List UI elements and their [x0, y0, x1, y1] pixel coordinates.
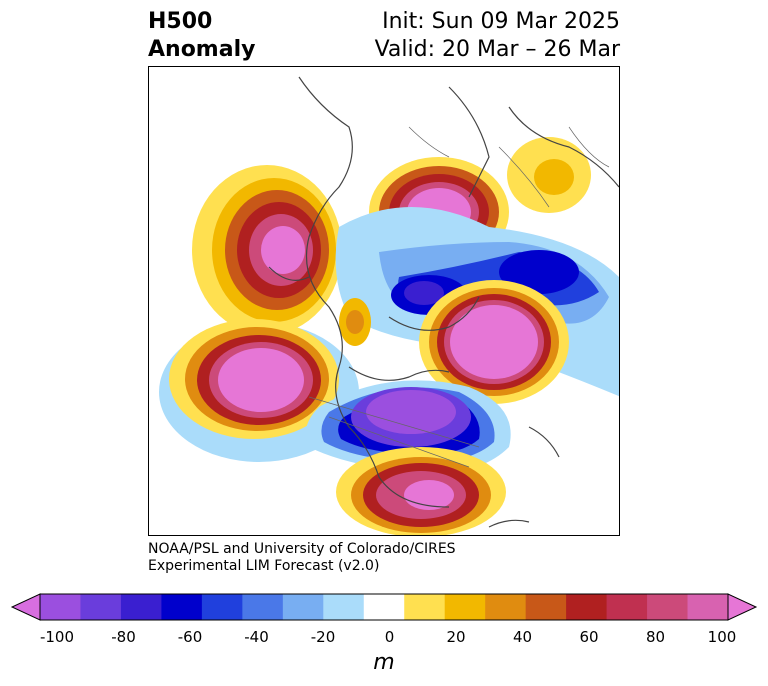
political-borders — [308, 126, 610, 468]
colorbar-tick-label: -40 — [244, 628, 269, 646]
map-svg — [159, 76, 619, 535]
coastlines — [268, 76, 619, 528]
credit-line-1: NOAA/PSL and University of Colorado/CIRE… — [148, 541, 456, 557]
anomaly-high-caribbean — [336, 447, 506, 535]
colorbar-bin — [647, 594, 689, 620]
colorbar-bin — [363, 594, 405, 620]
colorbar-tick-label: 60 — [579, 628, 599, 646]
colorbar-tick-label: 0 — [384, 628, 395, 646]
colorbar-bin — [242, 594, 284, 620]
colorbar-tick-label: 40 — [512, 628, 533, 646]
anomaly-high-small-center — [339, 298, 371, 346]
colorbar-bin — [525, 594, 567, 620]
colorbar-unit: m — [373, 650, 395, 675]
title-line-1: H500 — [148, 9, 213, 34]
colorbar-bin — [444, 594, 486, 620]
forecast-dates: Init: Sun 09 Mar 2025 Valid: 20 Mar – 26… — [375, 8, 620, 64]
credit-line-2: Experimental LIM Forecast (v2.0) — [148, 558, 380, 574]
anomaly-high-pacific-nw — [192, 165, 342, 335]
colorbar-bin — [282, 594, 324, 620]
colorbar-tick-label: 100 — [707, 628, 737, 646]
colorbar-tick-label: -60 — [177, 628, 203, 646]
init-date: Init: Sun 09 Mar 2025 — [382, 9, 620, 34]
colorbar-tick-label: -100 — [39, 628, 75, 646]
colorbar-under-arrow — [10, 593, 41, 621]
colorbar-tick-label: -20 — [310, 628, 336, 646]
colorbar — [10, 593, 758, 621]
colorbar-bin — [323, 594, 365, 620]
credit-text: NOAA/PSL and University of Colorado/CIRE… — [148, 541, 456, 575]
anomaly-high-atlantic — [419, 280, 569, 404]
colorbar-tick-label: 20 — [446, 628, 466, 646]
anomaly-map — [148, 66, 620, 536]
title-line-2: Anomaly — [148, 37, 256, 62]
colorbar-bin — [404, 594, 446, 620]
colorbar-bin — [80, 594, 122, 620]
colorbar-border — [39, 593, 729, 621]
colorbar-bin — [687, 594, 729, 620]
colorbar-tick-label: 80 — [645, 628, 666, 646]
colorbar-bin — [40, 594, 81, 620]
colorbar-tick-label: -80 — [111, 628, 136, 646]
colorbar-bin — [566, 594, 608, 620]
colorbar-bin — [485, 594, 527, 620]
colorbar-bin — [606, 594, 648, 620]
colorbar-bin — [161, 594, 203, 620]
colorbar-over-arrow — [727, 593, 758, 621]
colorbar-bin — [120, 594, 162, 620]
map-title: H500 Anomaly — [148, 8, 255, 64]
anomaly-high-europe — [507, 137, 591, 213]
colorbar-bin — [201, 594, 243, 620]
valid-range: Valid: 20 Mar – 26 Mar — [374, 37, 620, 62]
